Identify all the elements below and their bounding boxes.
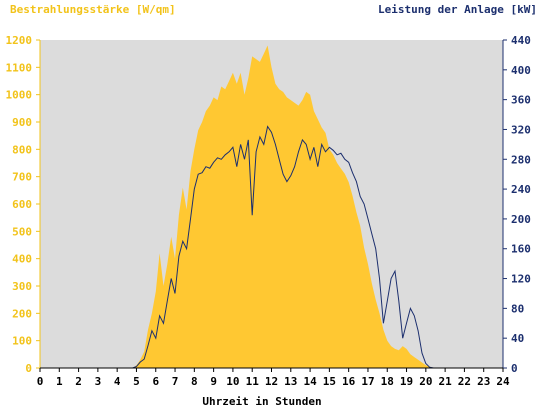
right-tick-label: 120 [511, 273, 531, 286]
x-tick-label: 8 [191, 375, 198, 388]
x-tick-label: 19 [400, 375, 413, 388]
left-tick-label: 500 [12, 225, 32, 238]
x-tick-label: 3 [95, 375, 102, 388]
right-axis-title: Leistung der Anlage [kW] [378, 3, 537, 16]
x-tick-label: 13 [284, 375, 297, 388]
power-line [40, 125, 503, 369]
left-tick-label: 0 [25, 362, 32, 375]
x-tick-label: 1 [56, 375, 63, 388]
left-tick-label: 300 [12, 280, 32, 293]
x-tick-label: 16 [342, 375, 356, 388]
left-tick-label: 1000 [6, 89, 33, 102]
right-tick-label: 200 [511, 213, 531, 226]
x-tick-label: 2 [75, 375, 82, 388]
left-tick-label: 800 [12, 143, 32, 156]
x-tick-label: 20 [419, 375, 432, 388]
right-tick-label: 240 [511, 183, 531, 196]
x-tick-label: 4 [114, 375, 121, 388]
right-tick-label: 40 [511, 332, 524, 345]
right-tick-label: 80 [511, 302, 524, 315]
left-tick-label: 400 [12, 253, 32, 266]
x-tick-label: 9 [210, 375, 217, 388]
x-tick-label: 17 [361, 375, 374, 388]
x-tick-label: 6 [152, 375, 159, 388]
right-tick-label: 0 [511, 362, 518, 375]
right-tick-label: 280 [511, 153, 531, 166]
irradiance-area [40, 45, 503, 368]
x-tick-label: 7 [172, 375, 179, 388]
x-tick-label: 14 [303, 375, 317, 388]
left-tick-label: 600 [12, 198, 32, 211]
x-tick-label: 18 [381, 375, 394, 388]
left-tick-label: 1200 [6, 34, 33, 47]
right-tick-label: 440 [511, 34, 531, 47]
x-axis-label: Uhrzeit in Stunden [202, 395, 321, 408]
left-axis-title: Bestrahlungsstärke [W/qm] [10, 3, 176, 16]
x-tick-label: 11 [246, 375, 260, 388]
x-tick-label: 12 [265, 375, 278, 388]
x-tick-label: 24 [496, 375, 510, 388]
left-tick-label: 200 [12, 307, 32, 320]
left-tick-label: 1100 [6, 61, 33, 74]
right-tick-label: 400 [511, 64, 531, 77]
x-tick-label: 23 [477, 375, 490, 388]
x-tick-label: 0 [37, 375, 44, 388]
x-tick-label: 5 [133, 375, 140, 388]
left-tick-label: 700 [12, 171, 32, 184]
right-tick-label: 160 [511, 243, 531, 256]
x-tick-label: 22 [458, 375, 471, 388]
right-tick-label: 360 [511, 94, 531, 107]
left-tick-label: 100 [12, 335, 32, 348]
left-tick-label: 900 [12, 116, 32, 129]
x-tick-label: 21 [439, 375, 453, 388]
right-tick-label: 320 [511, 123, 531, 136]
x-tick-label: 15 [323, 375, 336, 388]
x-tick-label: 10 [226, 375, 239, 388]
